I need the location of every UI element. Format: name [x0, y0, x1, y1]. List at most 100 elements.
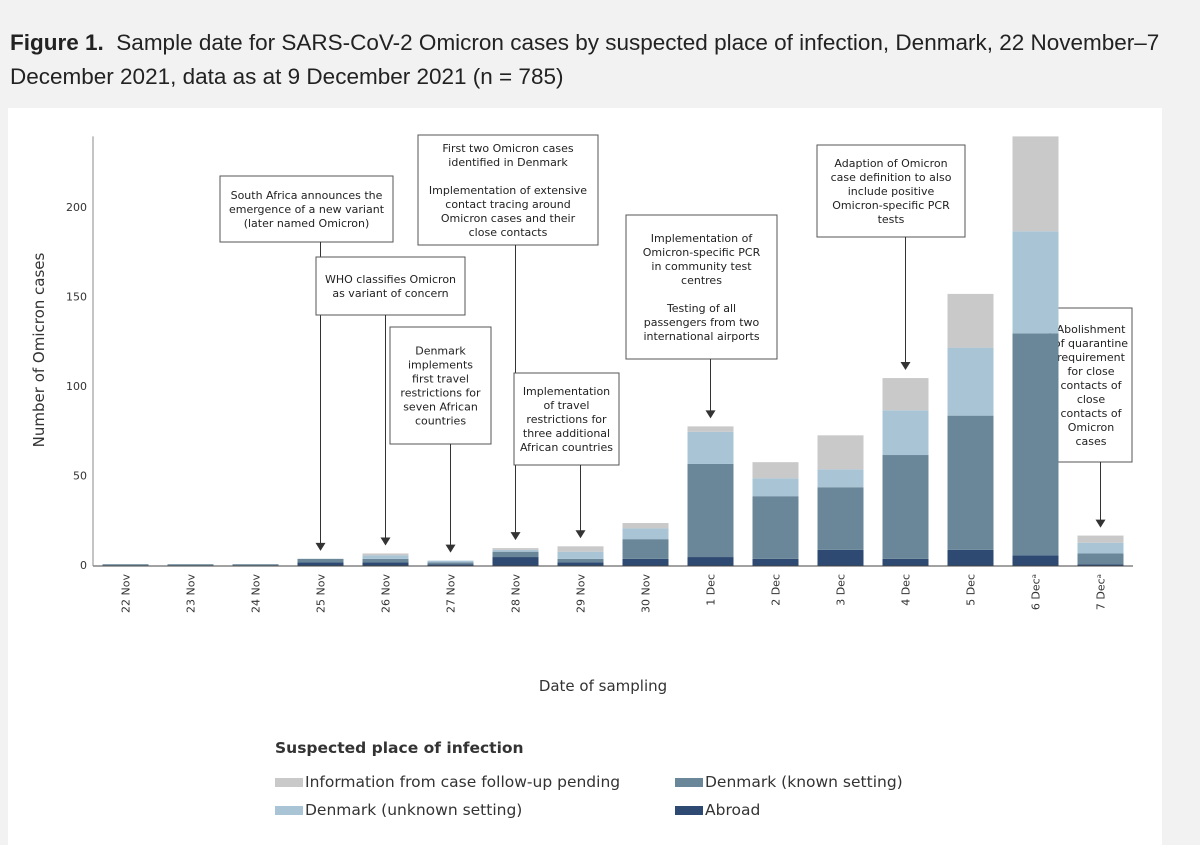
annotation-text: restrictions for	[400, 387, 481, 400]
chart-panel: South Africa announces the emergence of a…	[8, 108, 1162, 845]
bar-segment	[1077, 553, 1124, 565]
bar-segment	[882, 378, 929, 411]
annotation-text: (later named Omicron)	[244, 217, 370, 230]
x-tick-label: 28 Nov	[510, 574, 523, 613]
annotation-text: of quarantine	[1054, 337, 1128, 350]
bar-segment	[427, 562, 474, 565]
bar-segment	[687, 431, 734, 464]
annotation-text: restrictions for	[526, 413, 607, 426]
bar-segment	[817, 469, 864, 488]
annotation-text: Denmark	[415, 345, 466, 358]
annotation-text: cases	[1075, 435, 1106, 448]
figure-caption: Figure 1. Sample date for SARS-CoV-2 Omi…	[10, 26, 1190, 94]
bar-segment	[817, 435, 864, 470]
bar-segment	[297, 562, 344, 566]
bar-segment	[492, 549, 539, 552]
x-tick-label: 6 Decᵃ	[1030, 574, 1043, 610]
bar-segment	[622, 539, 669, 559]
annotation-text: Testing of all	[666, 302, 736, 315]
bar-segment	[817, 487, 864, 550]
bar-segment	[427, 560, 474, 563]
bar-segment	[687, 426, 734, 432]
annotation-arrowhead	[315, 542, 326, 551]
annotation-text: as variant of concern	[332, 287, 448, 300]
annotation-text: seven African	[403, 401, 478, 414]
bar-segment	[947, 549, 994, 566]
annotation-text: tests	[878, 213, 905, 226]
bar-segment	[557, 546, 604, 552]
annotation-text: Implementation	[523, 385, 610, 398]
bar-segment	[1012, 555, 1059, 566]
bar-segment	[557, 562, 604, 566]
annotation-text: Omicron	[1068, 421, 1114, 434]
annotation-text: three additional	[523, 427, 610, 440]
figure-label: Figure 1.	[10, 30, 104, 55]
legend-swatch	[675, 778, 703, 787]
annotation-arrowhead	[380, 537, 391, 546]
annotation-text: identified in Denmark	[448, 156, 568, 169]
annotation-text: for close	[1068, 365, 1115, 378]
x-tick-label: 7 Decᵃ	[1095, 574, 1108, 610]
annotation-text: Adaption of Omicron	[834, 157, 947, 170]
bar-segment	[882, 455, 929, 559]
bar-segment	[492, 557, 539, 566]
annotation-text: Implementation of extensive	[429, 184, 587, 197]
annotation-text: Omicron cases and their	[441, 212, 576, 225]
bar-segment	[622, 558, 669, 566]
annotation-text: WHO classifies Omicron	[325, 273, 456, 286]
bar-segment	[1012, 333, 1059, 556]
bar-segment	[752, 496, 799, 559]
bar-segment	[752, 558, 799, 566]
bar-segment	[492, 548, 539, 550]
bar-segment	[752, 462, 799, 479]
annotation-box	[389, 326, 492, 445]
annotation-box	[219, 175, 394, 243]
annotation-text: case definition to also	[831, 171, 952, 184]
annotation-box	[315, 256, 466, 316]
annotation-text: close	[1077, 393, 1106, 406]
annotation-text: international airports	[643, 330, 759, 343]
bar-segment	[1077, 564, 1124, 566]
legend-swatch	[275, 778, 303, 787]
annotation-text: requirement	[1057, 351, 1126, 364]
bar-segment	[297, 558, 344, 563]
bar-segment	[1012, 231, 1059, 334]
bar-segment	[1012, 136, 1059, 232]
bar-segment	[232, 564, 279, 566]
y-axis-title: Number of Omicron cases	[30, 252, 48, 447]
annotation-text: contact tracing around	[445, 198, 570, 211]
bar-segment	[362, 558, 409, 563]
x-tick-label: 1 Dec	[705, 574, 718, 606]
bar-segment	[752, 478, 799, 497]
bar-segment	[362, 562, 409, 566]
bar-segment	[1077, 542, 1124, 554]
x-tick-label: 25 Nov	[315, 574, 328, 613]
x-tick-label: 3 Dec	[835, 574, 848, 606]
annotation-text: African countries	[520, 441, 613, 454]
annotation-text: of travel	[543, 399, 589, 412]
annotation-text: centres	[681, 274, 722, 287]
legend-title: Suspected place of infection	[275, 739, 524, 757]
bar-segment	[947, 293, 994, 348]
legend-swatch	[675, 806, 703, 815]
annotation-text: First two Omicron cases	[442, 142, 573, 155]
bar-segment	[427, 564, 474, 566]
y-tick-label: 200	[66, 201, 87, 214]
annotation-text: Implementation of	[651, 232, 754, 245]
x-tick-label: 22 Nov	[120, 574, 133, 613]
annotation-box	[417, 134, 599, 246]
legend-label: Denmark (known setting)	[705, 773, 903, 791]
bar-segment	[947, 415, 994, 550]
annotation-text: close contacts	[469, 226, 548, 239]
legend-label: Abroad	[705, 801, 760, 819]
x-tick-label: 5 Dec	[965, 574, 978, 606]
annotation-box	[513, 372, 620, 466]
bar-segment	[687, 557, 734, 566]
annotation-text: countries	[415, 415, 466, 428]
annotation-text: Omicron-specific PCR	[643, 246, 761, 259]
